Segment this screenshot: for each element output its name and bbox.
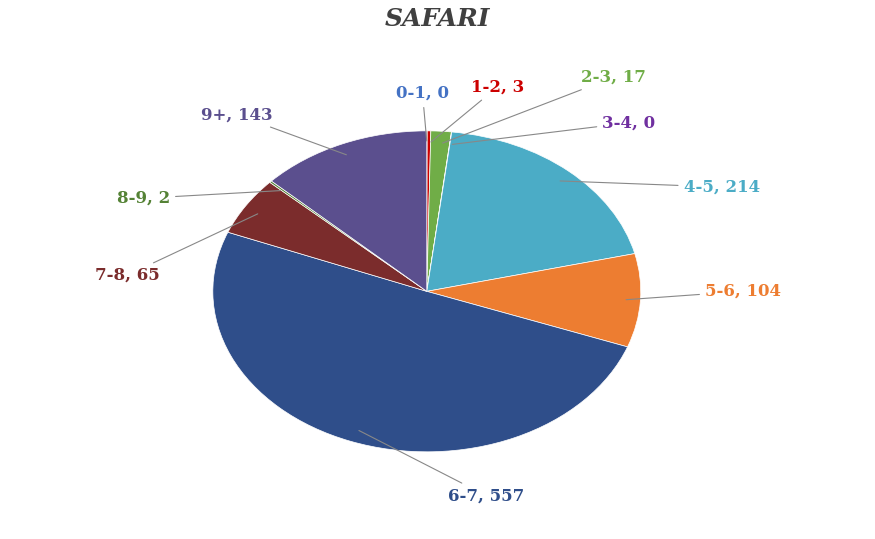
Text: 7-8, 65: 7-8, 65 [94, 214, 258, 284]
Wedge shape [427, 131, 430, 292]
Wedge shape [270, 181, 427, 292]
Wedge shape [228, 182, 427, 292]
Text: 6-7, 557: 6-7, 557 [359, 431, 524, 504]
Text: 1-2, 3: 1-2, 3 [431, 79, 524, 142]
Text: 8-9, 2: 8-9, 2 [116, 190, 280, 207]
Text: 2-3, 17: 2-3, 17 [443, 69, 646, 143]
Text: 5-6, 104: 5-6, 104 [626, 283, 781, 300]
Text: 9+, 143: 9+, 143 [201, 106, 346, 155]
Text: 3-4, 0: 3-4, 0 [452, 114, 655, 144]
Wedge shape [427, 132, 452, 292]
Wedge shape [213, 232, 627, 452]
Wedge shape [427, 131, 452, 292]
Text: 4-5, 214: 4-5, 214 [560, 178, 760, 196]
Title: SAFARI: SAFARI [385, 7, 490, 31]
Wedge shape [427, 132, 634, 292]
Text: 0-1, 0: 0-1, 0 [396, 85, 449, 141]
Wedge shape [271, 131, 427, 292]
Wedge shape [427, 253, 640, 347]
